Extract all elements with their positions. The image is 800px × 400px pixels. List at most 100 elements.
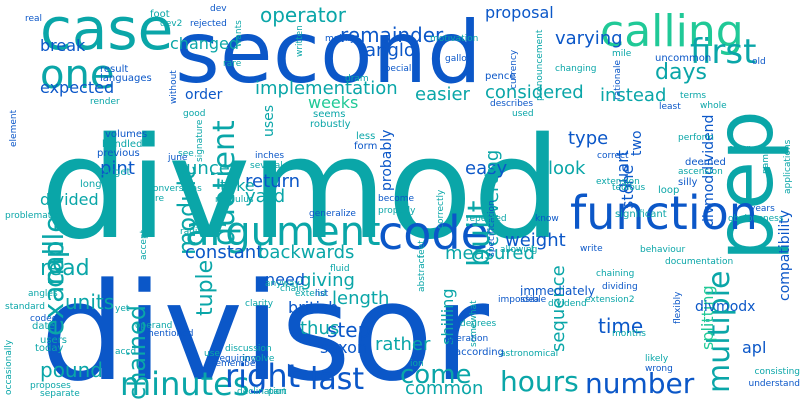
- word-wants: wants: [234, 20, 244, 47]
- word-become: become: [378, 194, 415, 204]
- word-degrees: degrees: [460, 319, 497, 329]
- word-less: less: [356, 131, 376, 142]
- word-repeated: repeated: [466, 214, 507, 224]
- word-mile: mile: [612, 49, 632, 59]
- word-gallon: gallon: [445, 54, 473, 64]
- word-splitting: splitting: [698, 285, 717, 350]
- word-whole: whole: [700, 101, 727, 111]
- word-dram: dram: [345, 74, 369, 84]
- word-write: write: [580, 244, 603, 254]
- word-divisor: divisor: [40, 254, 490, 400]
- word-operation: operation: [445, 334, 489, 344]
- word-argument: argument: [185, 209, 381, 255]
- word-proposal: proposal: [485, 3, 554, 22]
- word-signature: signature: [195, 119, 205, 162]
- word-constant: constant: [185, 242, 264, 263]
- word-thus: thus: [300, 318, 340, 339]
- word-return: return: [245, 171, 301, 192]
- word-requiring: requiring: [216, 354, 257, 364]
- word-anyway: anyway: [265, 279, 300, 289]
- word-years: years: [750, 204, 775, 214]
- word-know: know: [535, 214, 559, 224]
- word-tedious: tedious: [612, 183, 646, 193]
- word-extend: extend: [295, 289, 327, 299]
- word-clarity: clarity: [245, 299, 274, 309]
- word-pint: pint: [100, 158, 135, 179]
- word-anglo: anglo: [365, 40, 415, 61]
- word-behaviour: behaviour: [640, 245, 686, 255]
- word-order: order: [185, 87, 223, 103]
- word-divmod: divmod: [40, 108, 562, 271]
- word-standard: standard: [5, 302, 45, 312]
- word-dev2: dev2: [160, 19, 183, 29]
- word-handled: handled: [102, 139, 143, 150]
- word-loop: loop: [658, 185, 680, 196]
- word-date: date: [32, 321, 55, 332]
- word-involve: involve: [242, 354, 275, 364]
- word-volumes: volumes: [105, 129, 148, 140]
- word-coded: coded: [30, 314, 58, 324]
- word-render: render: [90, 97, 120, 107]
- word-code: code: [378, 206, 489, 260]
- word-declination: declination: [237, 387, 287, 397]
- word-first: first: [690, 32, 757, 72]
- word-chain: chain: [280, 284, 305, 294]
- word-discussion: discussion: [225, 344, 272, 354]
- word-modulus: modulus: [215, 195, 254, 205]
- word-mainly: mainly: [325, 34, 356, 44]
- word-good: good: [183, 109, 206, 119]
- word-rejected: rejected: [190, 19, 227, 29]
- word-several: several: [250, 161, 283, 171]
- word-units: units: [65, 290, 115, 314]
- word-length: length: [332, 288, 390, 309]
- word-operator: operator: [260, 3, 347, 27]
- word-name: name: [761, 148, 771, 174]
- word-come: come: [400, 360, 472, 390]
- word-operand: operand: [135, 321, 173, 331]
- word-wrong: wrong: [645, 364, 673, 374]
- word-rationale: rationale: [613, 59, 623, 100]
- word-pound: pound: [40, 358, 103, 382]
- word-one: one: [40, 52, 115, 98]
- word-flexibly: flexibly: [673, 291, 683, 324]
- word-conversions: conversions: [148, 184, 202, 194]
- word-ascension: ascension: [678, 167, 723, 177]
- word-clear: clear: [728, 144, 751, 154]
- word-accept: accept: [139, 229, 149, 260]
- word-consisting: consisting: [754, 367, 800, 377]
- word-terms: terms: [680, 91, 707, 101]
- word-backwards: backwards: [258, 242, 355, 263]
- word-languages: languages: [100, 73, 152, 84]
- word-mentioned: mentioned: [145, 329, 194, 339]
- word-see: see: [178, 149, 194, 159]
- word-days: days: [655, 60, 707, 85]
- word-common: common: [405, 378, 484, 399]
- word-applications: applications: [783, 139, 793, 194]
- word-time: time: [598, 314, 644, 338]
- word-divmodx: divmodx: [695, 299, 756, 315]
- word-number: number: [585, 367, 695, 400]
- word-target: target: [100, 167, 131, 178]
- word-instead: instead: [600, 85, 667, 106]
- word-fluid: fluid: [330, 264, 350, 274]
- word-users: users: [40, 335, 68, 346]
- word-perform: perform: [678, 133, 714, 143]
- word-proposes: proposes: [30, 381, 71, 391]
- word-saxon: saxon: [320, 338, 368, 357]
- word-according: according: [455, 347, 504, 358]
- word-robustly: robustly: [310, 119, 351, 130]
- word-considered: considered: [485, 82, 584, 103]
- word-hours: hours: [500, 365, 579, 398]
- word-last: last: [310, 362, 365, 397]
- word-generalize: generalize: [309, 209, 356, 219]
- word-foot: foot: [150, 9, 170, 20]
- word-real: real: [25, 14, 43, 24]
- word-extension: extension: [596, 177, 640, 187]
- word-written: written: [295, 25, 305, 57]
- word-look: look: [548, 158, 586, 179]
- word-ion: ion: [410, 359, 424, 369]
- word-used: used: [512, 109, 534, 119]
- word-right: right: [225, 357, 301, 395]
- word-dividing: dividing: [602, 282, 638, 292]
